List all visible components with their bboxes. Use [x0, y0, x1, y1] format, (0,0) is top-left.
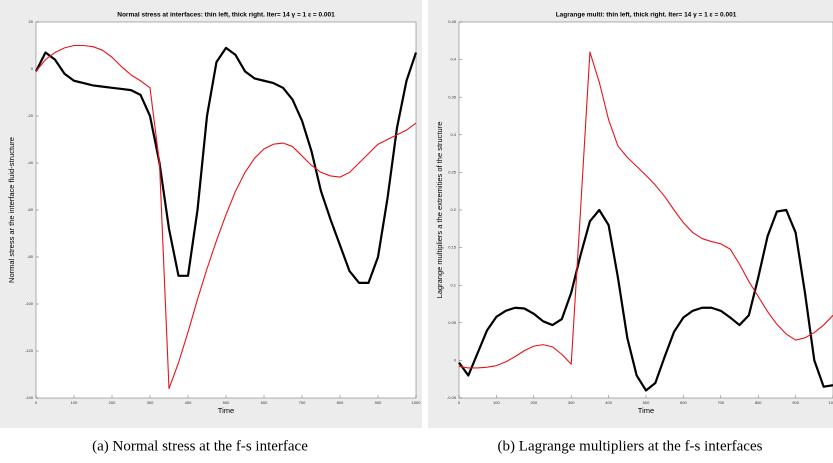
- y-tick-label: -60: [27, 207, 34, 212]
- y-axis-label: Lagrange multipliers a the extremities o…: [435, 122, 444, 299]
- y-tick-label: -20: [27, 113, 34, 118]
- y-tick-label: 0.05: [448, 320, 457, 325]
- caption: (a) Normal stress at the f-s interface: [92, 438, 308, 454]
- plot-area: [458, 21, 833, 399]
- chart-title: Normal stress at interfaces: thin left, …: [117, 12, 335, 19]
- y-tick-label: -120: [25, 348, 34, 353]
- y-tick-label: 20: [29, 19, 34, 24]
- x-tick-label: 0: [35, 400, 38, 405]
- x-tick-label: 200: [109, 400, 116, 405]
- y-axis-label: Normal stress ar the interface fluid-str…: [7, 137, 16, 283]
- x-tick-label: 500: [223, 400, 230, 405]
- series-line: [458, 208, 833, 392]
- y-tick-label: -80: [27, 254, 34, 259]
- y-tick-label: -40: [27, 160, 34, 165]
- x-axis-label: Time: [218, 406, 234, 415]
- x-tick-label: 600: [680, 400, 687, 405]
- series-line: [35, 46, 418, 284]
- x-tick-label: 800: [337, 400, 344, 405]
- x-tick-label: 600: [261, 400, 268, 405]
- y-tick-label: 0.25: [448, 169, 457, 174]
- x-tick-label: 0: [458, 400, 461, 405]
- caption: (b) Lagrange multipliers at the f-s inte…: [498, 438, 763, 454]
- x-tick-label: 100: [493, 400, 500, 405]
- x-tick-label: 100: [71, 400, 78, 405]
- y-tick-label: -0.05: [447, 395, 457, 400]
- plot-area: [35, 21, 417, 399]
- x-tick-label: 1000: [412, 400, 422, 405]
- y-tick-label: -140: [25, 395, 34, 400]
- x-tick-label: 700: [299, 400, 306, 405]
- y-tick-label: 0: [454, 357, 457, 362]
- x-tick-label: 900: [375, 400, 382, 405]
- y-tick-label: 0.2: [450, 207, 456, 212]
- series-line: [35, 44, 417, 390]
- y-tick-label: 0: [31, 66, 34, 71]
- y-tick-label: 0.3: [450, 132, 456, 137]
- x-tick-label: 400: [185, 400, 192, 405]
- y-tick-label: 0.15: [448, 245, 457, 250]
- x-tick-label: 300: [568, 400, 575, 405]
- x-tick-label: 700: [717, 400, 724, 405]
- y-tick-label: 0.45: [448, 19, 457, 24]
- x-tick-label: 800: [755, 400, 762, 405]
- x-tick-label: 500: [643, 400, 650, 405]
- series-line: [458, 51, 833, 369]
- y-tick-label: -100: [25, 301, 34, 306]
- chart-title: Lagrange multi: thin left, thick right. …: [556, 12, 737, 19]
- y-tick-label: 0.4: [450, 57, 456, 62]
- y-tick-label: 0.1: [450, 282, 456, 287]
- x-tick-label: 400: [605, 400, 612, 405]
- x-tick-label: 1000: [829, 400, 833, 405]
- x-tick-label: 300: [147, 400, 154, 405]
- x-tick-label: 900: [792, 400, 799, 405]
- x-tick-label: 200: [530, 400, 537, 405]
- x-axis-label: Time: [638, 406, 654, 415]
- y-tick-label: 0.35: [448, 94, 457, 99]
